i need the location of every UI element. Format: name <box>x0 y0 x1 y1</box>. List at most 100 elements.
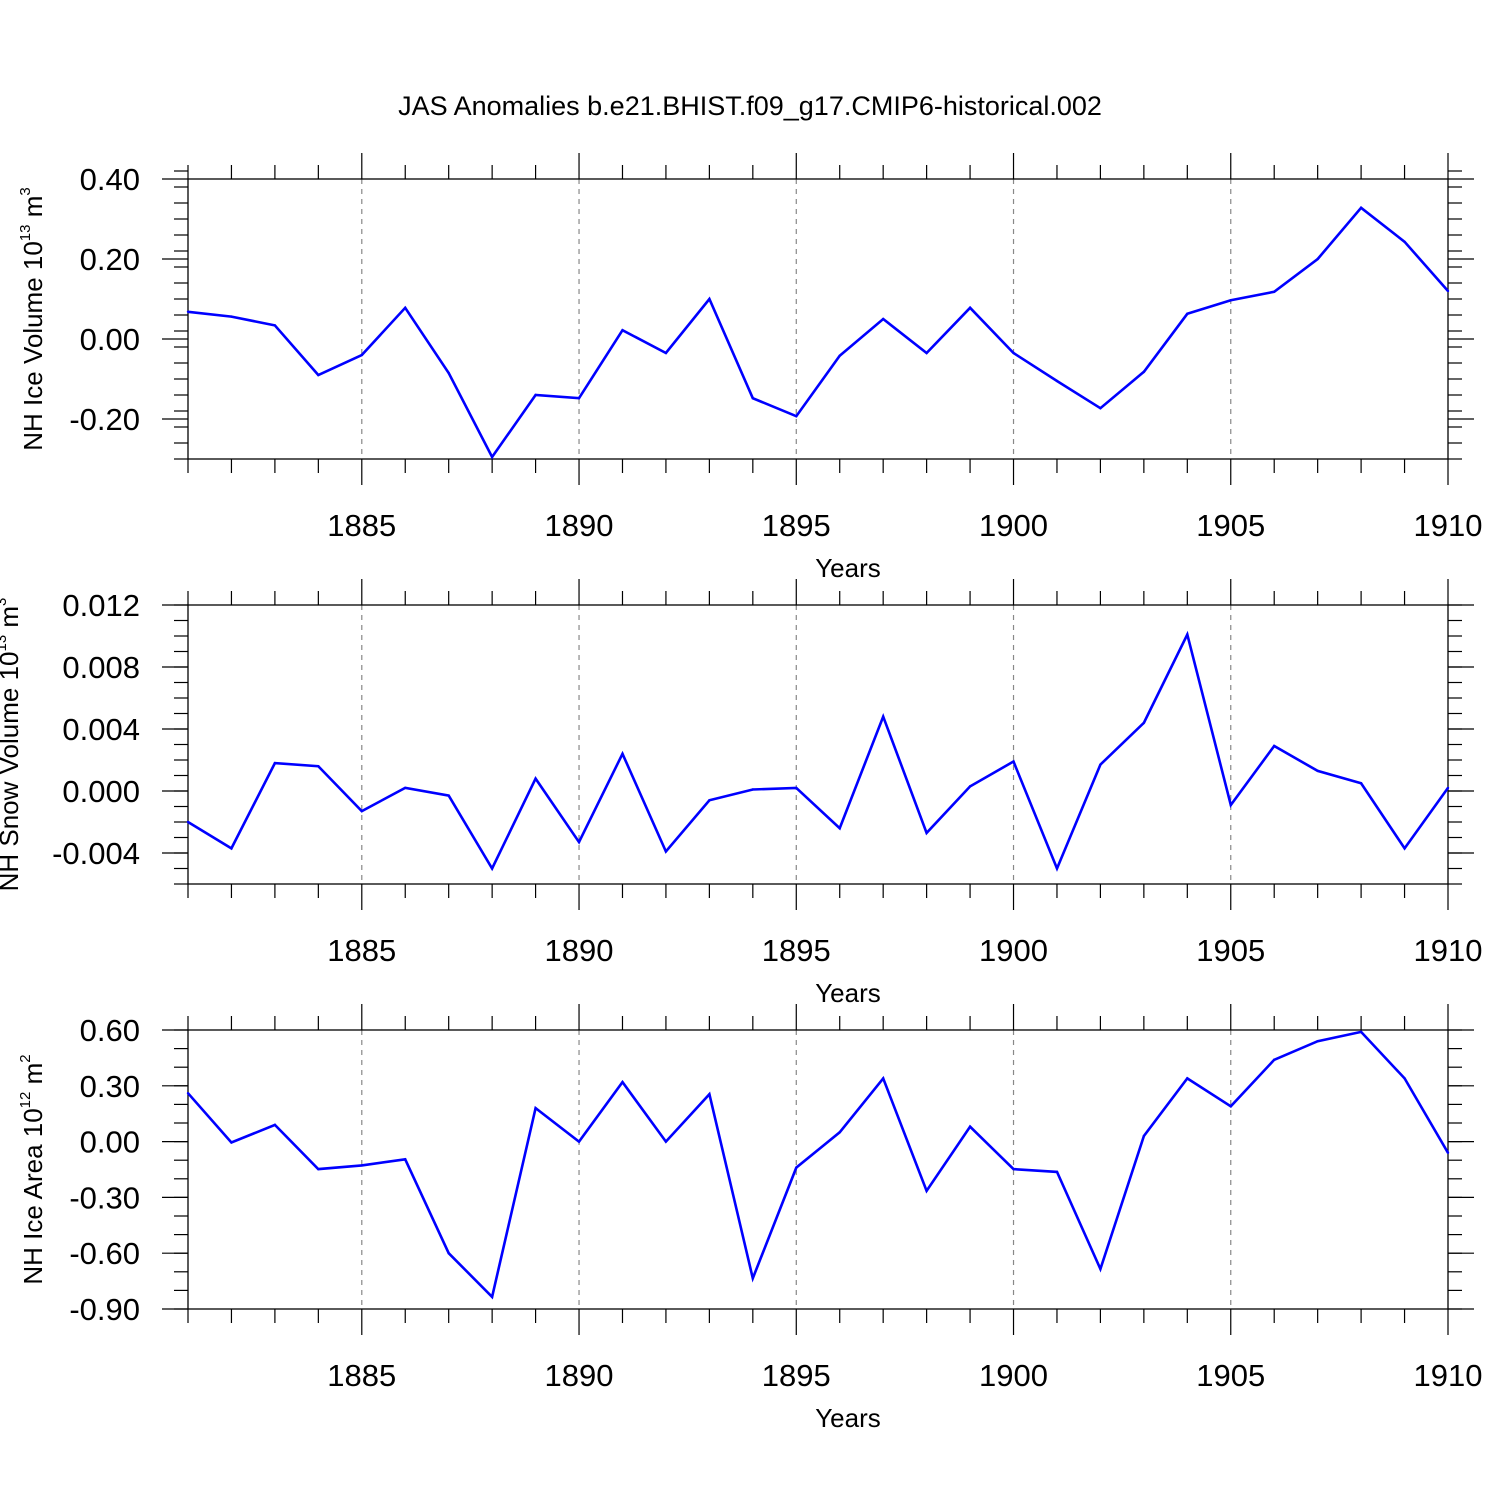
y-axis-label-exponent: 13 <box>17 224 34 241</box>
y-axis-label-ice-area: NH Ice Area 1012 m2 <box>17 1054 48 1284</box>
data-point-1909 <box>1403 240 1406 243</box>
data-point-1892 <box>664 850 668 853</box>
data-point-1902 <box>1099 763 1102 766</box>
data-point-1894 <box>751 1277 755 1280</box>
data-point-1886 <box>404 1158 407 1161</box>
y-tick-label-0.30: 0.30 <box>80 1069 140 1104</box>
data-point-1900 <box>1012 1167 1015 1171</box>
data-point-1888 <box>490 867 494 870</box>
data-point-1893 <box>708 1092 711 1096</box>
y-tick-label-0.20: 0.20 <box>80 242 140 277</box>
x-tick-label-1910: 1910 <box>1414 1358 1483 1393</box>
x-tick-label-1910: 1910 <box>1414 933 1483 968</box>
x-axis-label: Years <box>815 1403 881 1433</box>
data-point-1889 <box>534 1106 537 1110</box>
x-tick-label-1895: 1895 <box>762 1358 831 1393</box>
data-point-1909 <box>1403 847 1406 850</box>
data-point-1901 <box>1055 867 1059 870</box>
y-axis-label-exponent: 12 <box>17 1092 34 1109</box>
data-point-1887 <box>447 371 450 375</box>
panel-ice-volume: 1885 1890 1895 1900 1905 1910 Years -0.20 0.00 0.… <box>17 153 1482 583</box>
panel-snow-volume: 1885 1890 1895 1900 1905 1910 Years -0.004 0.000… <box>0 579 1482 1008</box>
data-point-1885 <box>360 1164 363 1167</box>
data-point-1895 <box>795 415 798 418</box>
data-point-1905 <box>1229 803 1232 807</box>
data-point-1883 <box>273 1123 277 1127</box>
data-point-1890 <box>577 840 581 844</box>
data-point-1882 <box>230 315 233 318</box>
data-point-1886 <box>404 306 407 309</box>
data-point-1910 <box>1446 289 1450 293</box>
x-tick-label-1885: 1885 <box>327 933 396 968</box>
y-axis-label-unit-exponent: 3 <box>17 187 34 195</box>
data-point-1884 <box>317 765 320 768</box>
data-point-1900 <box>1012 351 1015 355</box>
data-point-1901 <box>1055 1170 1059 1174</box>
data-point-1897 <box>881 317 885 321</box>
data-point-1909 <box>1403 1077 1406 1080</box>
y-tick-label-0.00: 0.00 <box>80 1125 140 1160</box>
data-point-1881 <box>186 820 190 824</box>
y-tick-label--0.60: -0.60 <box>69 1236 140 1271</box>
data-point-1902 <box>1099 407 1102 410</box>
data-point-1907 <box>1316 1039 1319 1043</box>
y-tick-label-0.60: 0.60 <box>80 1013 140 1048</box>
y-tick-label--0.004: -0.004 <box>52 836 140 871</box>
x-tick-label-1910: 1910 <box>1414 508 1483 543</box>
data-point-1892 <box>664 1140 668 1143</box>
series-line-ice-area <box>187 1030 1450 1300</box>
data-point-1897 <box>881 1077 885 1080</box>
x-axis-label: Years <box>815 553 881 583</box>
data-point-1903 <box>1142 1134 1146 1138</box>
data-point-1907 <box>1316 769 1319 773</box>
data-point-1898 <box>925 1189 928 1193</box>
plot-frame <box>187 1029 1449 1310</box>
data-point-1885 <box>360 809 363 813</box>
data-point-1887 <box>447 1252 450 1255</box>
data-point-1886 <box>404 786 407 790</box>
x-tick-label-1895: 1895 <box>762 508 831 543</box>
data-point-1889 <box>534 777 537 780</box>
series-line-ice-volume <box>187 206 1449 460</box>
data-point-1896 <box>838 1131 841 1134</box>
data-point-1884 <box>317 1167 320 1171</box>
chart-title: JAS Anomalies b.e21.BHIST.f09_g17.CMIP6-… <box>398 91 1102 121</box>
data-point-1899 <box>968 1125 972 1128</box>
x-tick-label-1895: 1895 <box>762 933 831 968</box>
data-point-1897 <box>881 715 885 718</box>
data-point-1890 <box>577 397 581 400</box>
data-point-1889 <box>534 393 537 397</box>
x-axis-label: Years <box>815 978 881 1008</box>
y-axis-label-unit: m <box>0 606 24 635</box>
data-point-1888 <box>490 455 494 459</box>
data-point-1883 <box>273 761 277 765</box>
data-point-1893 <box>708 297 711 301</box>
x-tick-label-1885: 1885 <box>327 1358 396 1393</box>
y-tick-label-0.012: 0.012 <box>62 588 140 623</box>
x-tick-label-1900: 1900 <box>979 508 1048 543</box>
data-point-1891 <box>621 752 624 755</box>
data-point-1900 <box>1012 760 1015 763</box>
y-axis-label-text: NH Ice Area 10 <box>18 1108 48 1284</box>
data-point-1883 <box>273 324 277 327</box>
y-axis-label-text: NH Snow Volume 10 <box>0 652 24 892</box>
data-point-1904 <box>1186 1077 1189 1080</box>
data-point-1887 <box>447 794 450 797</box>
y-tick-label-0.008: 0.008 <box>62 650 140 685</box>
data-point-1908 <box>1359 206 1363 209</box>
x-tick-label-1890: 1890 <box>545 508 614 543</box>
data-point-1895 <box>795 1166 798 1169</box>
panel-ice-area: 1885 1890 1895 1900 1905 1910 Years -0.90 -0.60 -… <box>17 1004 1482 1433</box>
y-axis-label-exponent: 13 <box>0 635 10 652</box>
y-axis-label-unit-exponent: 2 <box>17 1054 34 1062</box>
plot-frame <box>187 178 1449 460</box>
y-axis-label-unit-exponent: 3 <box>0 598 10 606</box>
y-axis-label-unit: m <box>18 196 48 225</box>
data-point-1905 <box>1229 1105 1232 1108</box>
data-point-1882 <box>230 1141 233 1144</box>
data-point-1892 <box>664 351 668 355</box>
data-point-1906 <box>1273 1058 1276 1061</box>
data-point-1910 <box>1446 1151 1450 1154</box>
data-point-1904 <box>1186 633 1189 636</box>
